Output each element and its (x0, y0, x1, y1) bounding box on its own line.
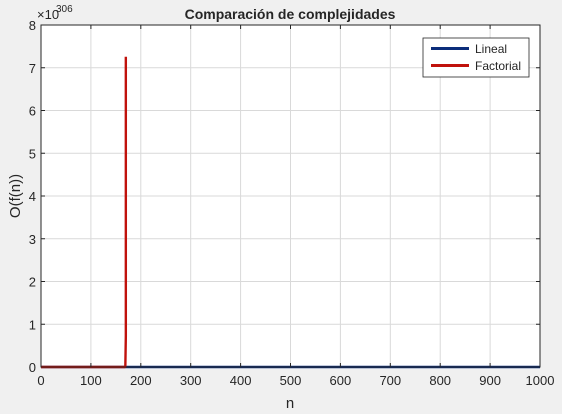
x-tick-label: 0 (37, 373, 44, 388)
y-tick-label: 7 (29, 61, 36, 76)
y-tick-label: 4 (29, 189, 36, 204)
legend-label-lineal: Lineal (475, 42, 507, 56)
y-exponent-label: ×10 (37, 7, 59, 22)
y-tick-label: 2 (29, 275, 36, 290)
y-tick-label: 1 (29, 317, 36, 332)
x-tick-label: 1000 (526, 373, 555, 388)
x-tick-label: 200 (130, 373, 152, 388)
x-tick-labels: 0 100 200 300 400 500 600 700 800 900 1000 (37, 373, 554, 388)
y-axis-label: O(f(n)) (7, 174, 24, 218)
x-tick-label: 900 (479, 373, 501, 388)
legend-label-factorial: Factorial (475, 59, 521, 73)
x-tick-label: 600 (330, 373, 352, 388)
x-tick-label: 100 (80, 373, 102, 388)
tick-marks (40, 24, 541, 368)
legend-box (422, 37, 530, 78)
chart-title: Comparación de complejidades (185, 6, 396, 22)
y-tick-label: 5 (29, 146, 36, 161)
y-tick-label: 3 (29, 232, 36, 247)
y-exponent: ×10 306 (37, 4, 73, 22)
x-tick-label: 700 (379, 373, 401, 388)
x-tick-label: 300 (180, 373, 202, 388)
legend: Lineal Factorial (422, 37, 530, 78)
y-exponent-power: 306 (56, 4, 73, 15)
x-tick-label: 800 (429, 373, 451, 388)
y-tick-label: 6 (29, 104, 36, 119)
x-tick-label: 400 (230, 373, 252, 388)
x-axis-label: n (286, 395, 294, 412)
y-tick-label: 8 (29, 18, 36, 33)
y-tick-labels: 0 1 2 3 4 5 6 7 8 (29, 18, 36, 375)
x-tick-label: 500 (280, 373, 302, 388)
y-tick-label: 0 (29, 360, 36, 375)
